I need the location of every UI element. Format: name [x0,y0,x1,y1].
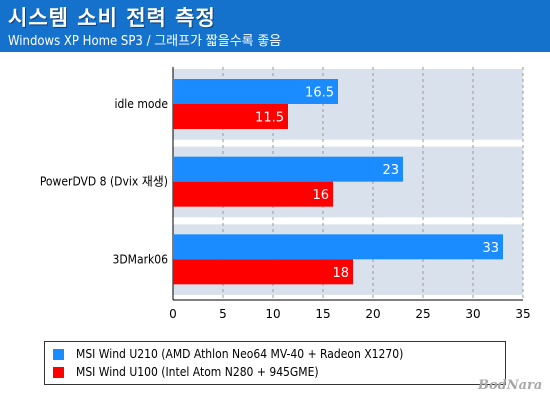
bar-2 [173,259,353,285]
x-tick-label: 0 [169,307,177,321]
x-tick-label: 10 [265,307,280,321]
x-tick-label: 25 [415,307,430,321]
legend: MSI Wind U210 (AMD Athlon Neo64 MV-40 + … [44,341,506,385]
x-tick-label: 20 [365,307,380,321]
x-tick-label: 35 [515,307,530,321]
x-tick-label: 15 [315,307,330,321]
bar-1 [173,234,503,260]
category-label: PowerDVD 8 (Dvix 재생) [40,175,168,189]
bar-2 [173,181,333,207]
x-tick-label: 5 [219,307,227,321]
legend-item-series-2: MSI Wind U100 (Intel Atom N280 + 945GME) [53,364,319,380]
legend-swatch-series-1 [53,348,64,360]
watermark-logo: BodNara [478,378,543,393]
category-label: idle mode [114,97,168,111]
legend-swatch-series-2 [53,366,64,378]
bar-1 [173,156,403,182]
bar-value-label: 33 [482,241,499,256]
bar-value-label: 18 [332,266,349,281]
chart-subtitle: Windows XP Home SP3 / 그래프가 짧을수록 좋음 [8,34,282,49]
legend-label-series-2: MSI Wind U100 (Intel Atom N280 + 945GME) [76,365,319,379]
bar-1 [173,79,338,104]
bar-chart: 0 5 10 15 20 25 30 35 idle mode 16.5 11.5 PowerDVD … [40,67,531,321]
bar-2 [173,104,288,129]
bar-value-label: 11.5 [255,111,284,126]
chart-title: 시스템 소비 전력 측정 [8,6,216,30]
bar-value-label: 16 [312,188,329,203]
category-label: 3DMark06 [112,252,168,266]
legend-item-series-1: MSI Wind U210 (AMD Athlon Neo64 MV-40 + … [53,346,403,362]
x-tick-label: 30 [465,307,480,321]
bar-value-label: 16.5 [305,86,334,101]
chart-header: 시스템 소비 전력 측정 Windows XP Home SP3 / 그래프가 … [0,0,550,52]
legend-label-series-1: MSI Wind U210 (AMD Athlon Neo64 MV-40 + … [76,347,404,361]
bar-value-label: 23 [382,163,399,178]
